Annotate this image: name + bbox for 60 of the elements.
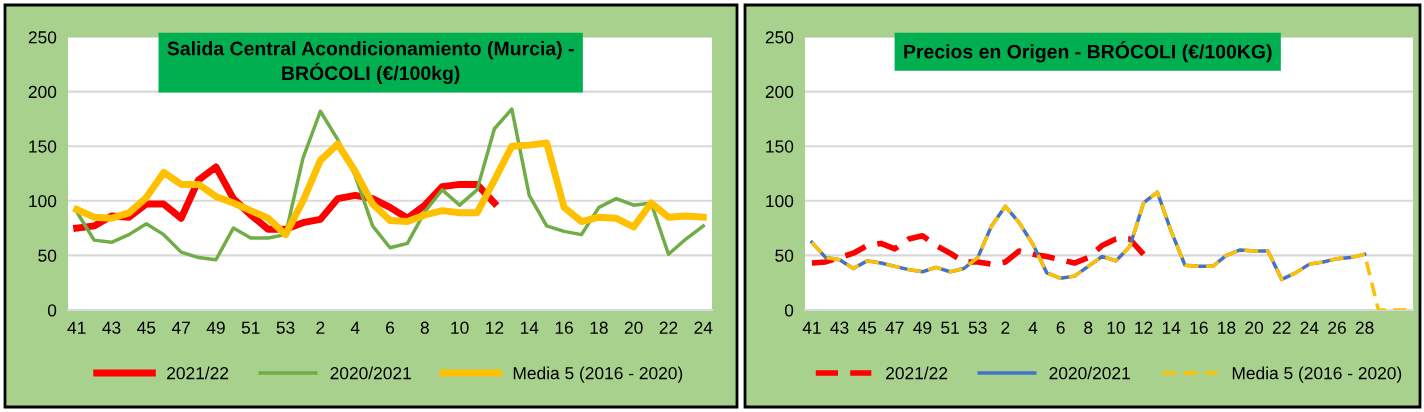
x-tick-label: 16 bbox=[555, 321, 573, 334]
x-tick-label: 51 bbox=[241, 321, 260, 334]
legend-label: Media 5 (2016 - 2020) bbox=[1232, 366, 1402, 383]
y-tick-label: 150 bbox=[766, 140, 794, 153]
chart-title: Precios en Origen - BRÓCOLI (€/100KG) bbox=[904, 41, 1272, 63]
legend-label: 2020/2021 bbox=[1049, 366, 1130, 380]
x-tick-label: 53 bbox=[276, 321, 295, 334]
x-tick-label: 2 bbox=[1001, 321, 1010, 334]
y-tick-label: 100 bbox=[29, 194, 57, 208]
x-tick-label: 12 bbox=[486, 321, 504, 334]
x-tick-label: 6 bbox=[1056, 321, 1065, 334]
x-tick-label: 20 bbox=[624, 321, 643, 334]
x-tick-label: 51 bbox=[941, 321, 959, 334]
x-tick-label: 43 bbox=[102, 321, 121, 334]
x-tick-label: 41 bbox=[67, 321, 86, 334]
x-tick-label: 14 bbox=[520, 321, 539, 334]
x-tick-label: 8 bbox=[420, 321, 429, 334]
x-tick-label: 45 bbox=[137, 321, 156, 334]
x-tick-label: 2 bbox=[316, 321, 325, 334]
x-tick-label: 10 bbox=[451, 321, 469, 334]
x-tick-label: 41 bbox=[802, 321, 821, 334]
legend-label: 2020/2021 bbox=[330, 366, 411, 380]
x-tick-label: 24 bbox=[694, 321, 713, 334]
legend-label: Media 5 (2016 - 2020) bbox=[513, 366, 683, 383]
x-tick-label: 12 bbox=[1135, 321, 1153, 334]
x-tick-label: 24 bbox=[1300, 321, 1319, 334]
x-tick-label: 45 bbox=[857, 321, 877, 334]
y-tick-label: 250 bbox=[765, 31, 794, 44]
x-tick-label: 20 bbox=[1245, 321, 1264, 334]
x-tick-label: 6 bbox=[386, 321, 395, 334]
x-tick-label: 22 bbox=[659, 321, 678, 334]
x-tick-label: 43 bbox=[830, 321, 849, 334]
x-tick-label: 49 bbox=[913, 321, 932, 334]
x-tick-label: 26 bbox=[1328, 321, 1346, 334]
x-tick-label: 8 bbox=[1084, 321, 1093, 334]
x-tick-label: 4 bbox=[1028, 321, 1038, 334]
y-tick-label: 100 bbox=[766, 194, 794, 208]
y-tick-label: 0 bbox=[47, 304, 57, 317]
x-tick-label: 47 bbox=[171, 321, 190, 334]
x-tick-label: 22 bbox=[1272, 321, 1291, 334]
y-tick-label: 150 bbox=[29, 140, 57, 153]
y-tick-label: 50 bbox=[775, 249, 794, 262]
y-tick-label: 0 bbox=[784, 304, 794, 317]
y-tick-label: 200 bbox=[28, 85, 57, 99]
x-tick-label: 18 bbox=[1218, 321, 1236, 334]
x-tick-label: 18 bbox=[590, 321, 608, 334]
x-tick-label: 28 bbox=[1355, 321, 1374, 334]
x-tick-label: 49 bbox=[206, 321, 225, 334]
y-tick-label: 200 bbox=[765, 85, 794, 99]
x-tick-label: 4 bbox=[350, 321, 360, 334]
legend-label: 2021/22 bbox=[886, 366, 948, 380]
x-tick-label: 47 bbox=[885, 321, 904, 334]
legend-label: 2021/22 bbox=[167, 366, 229, 380]
x-tick-label: 53 bbox=[968, 321, 987, 334]
x-tick-label: 10 bbox=[1107, 321, 1125, 334]
x-tick-label: 16 bbox=[1190, 321, 1208, 334]
y-tick-label: 250 bbox=[28, 31, 57, 44]
text: Salida Central Acondicionamiento (Murcia) - BRÓCOLI (€/100kg) bbox=[167, 41, 574, 85]
y-tick-label: 50 bbox=[38, 249, 57, 262]
x-tick-label: 14 bbox=[1162, 321, 1181, 334]
